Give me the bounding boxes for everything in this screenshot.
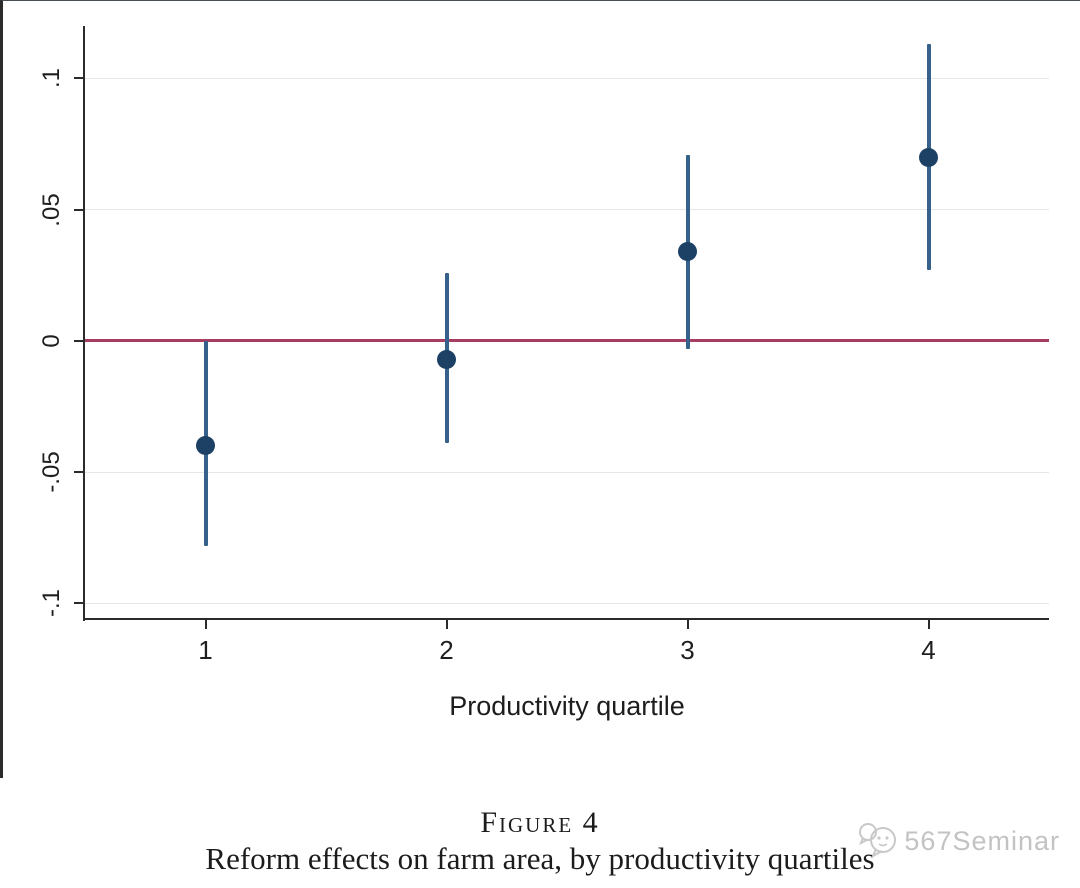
y-tick-label: 0 xyxy=(38,334,65,348)
figure-caption: Reform effects on farm area, by producti… xyxy=(205,841,875,876)
figure-caption-block: Figure 4 Reform effects on farm area, by… xyxy=(0,806,1080,877)
figure-label: Figure 4 xyxy=(480,806,600,839)
y-tick-label: -.1 xyxy=(38,589,65,618)
x-axis-tick xyxy=(445,620,448,629)
chat-bubbles-icon xyxy=(859,823,897,859)
x-axis-title: Productivity quartile xyxy=(449,691,685,721)
x-axis-tick xyxy=(686,620,689,629)
watermark-text: 567Seminar xyxy=(904,825,1060,856)
y-gridline xyxy=(85,77,1049,79)
point-estimate-marker xyxy=(437,349,456,369)
y-gridline xyxy=(85,209,1049,211)
x-axis-tick xyxy=(204,620,207,629)
y-tick-label: -.05 xyxy=(38,451,65,493)
y-axis-tick xyxy=(74,339,83,342)
y-gridline xyxy=(85,602,1049,604)
x-tick-label: 2 xyxy=(439,635,454,665)
y-axis-tick xyxy=(74,77,83,80)
x-tick-label: 4 xyxy=(921,635,936,665)
zero-reference-line xyxy=(85,339,1049,343)
plot-area xyxy=(85,26,1049,619)
point-estimate-marker xyxy=(919,147,938,167)
x-axis-tick xyxy=(927,620,930,629)
point-estimate-marker xyxy=(196,436,215,456)
y-axis-tick xyxy=(74,602,83,605)
y-axis-line xyxy=(83,26,85,621)
watermark: 567Seminar xyxy=(856,820,1060,862)
y-gridline xyxy=(85,471,1049,473)
x-tick-label: 1 xyxy=(198,635,213,665)
chart-figure: Productivity quartile -.1 -.05 0 .05 .1 1 2 3 4 xyxy=(0,0,1080,778)
y-tick-label: .05 xyxy=(38,192,65,227)
x-tick-label: 3 xyxy=(680,635,695,665)
y-axis-tick xyxy=(74,471,83,474)
point-estimate-marker xyxy=(678,242,697,262)
y-tick-label: .1 xyxy=(38,68,65,89)
y-axis-tick xyxy=(74,208,83,211)
x-axis-line xyxy=(83,618,1049,620)
